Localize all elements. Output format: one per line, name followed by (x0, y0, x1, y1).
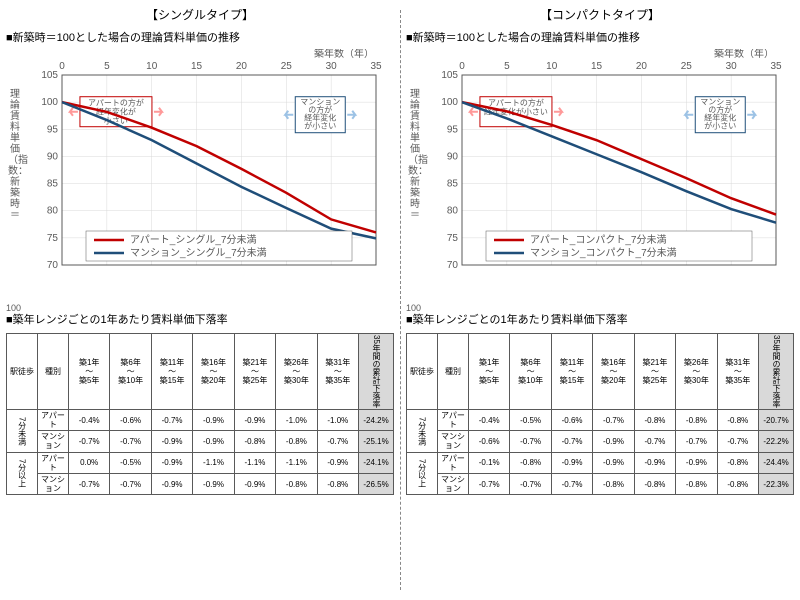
svg-text:35: 35 (770, 61, 782, 72)
svg-text:105: 105 (41, 70, 58, 81)
chart: 理論賃料単価（指数：新築時＝10070758085909510010505101… (34, 49, 394, 309)
svg-text:85: 85 (47, 179, 59, 190)
svg-text:80: 80 (47, 206, 59, 217)
svg-text:20: 20 (636, 61, 648, 72)
svg-text:75: 75 (447, 233, 459, 244)
svg-text:95: 95 (447, 124, 459, 135)
svg-text:90: 90 (447, 151, 459, 162)
svg-text:85: 85 (447, 179, 459, 190)
y-axis-label: 理論賃料単価（指数：新築時＝ (8, 89, 22, 221)
rate-table: 駅徒歩種別築1年～築5年築6年～築10年築11年～築15年築16年～築20年築2… (406, 333, 794, 495)
y-axis-label-100: 100 (406, 303, 421, 313)
svg-text:30: 30 (326, 61, 338, 72)
panel-title: 【シングルタイプ】 (6, 6, 394, 23)
table-title: ■築年レンジごとの1年あたり賃料単価下落率 (6, 311, 394, 327)
svg-text:0: 0 (59, 61, 65, 72)
svg-text:100: 100 (441, 97, 458, 108)
svg-text:15: 15 (591, 61, 603, 72)
svg-text:10: 10 (146, 61, 158, 72)
svg-text:25: 25 (281, 61, 293, 72)
svg-text:25: 25 (681, 61, 693, 72)
svg-text:10: 10 (546, 61, 558, 72)
svg-text:15: 15 (191, 61, 203, 72)
svg-text:90: 90 (47, 151, 59, 162)
table-title: ■築年レンジごとの1年あたり賃料単価下落率 (406, 311, 794, 327)
svg-text:築年数（年）: 築年数（年） (314, 49, 374, 60)
svg-text:が小さい: が小さい (704, 121, 736, 131)
svg-text:0: 0 (459, 61, 465, 72)
chart: 理論賃料単価（指数：新築時＝10070758085909510010505101… (434, 49, 794, 309)
svg-text:5: 5 (504, 61, 510, 72)
rate-table: 駅徒歩種別築1年～築5年築6年～築10年築11年～築15年築16年～築20年築2… (6, 333, 394, 495)
svg-text:100: 100 (41, 97, 58, 108)
svg-text:アパートの方が: アパートの方が (88, 98, 144, 108)
svg-text:30: 30 (726, 61, 738, 72)
panel-title: 【コンパクトタイプ】 (406, 6, 794, 23)
svg-text:マンション_シングル_7分未満: マンション_シングル_7分未満 (130, 246, 267, 259)
svg-text:95: 95 (47, 124, 59, 135)
chart-title: ■新築時＝100とした場合の理論賃料単価の推移 (6, 29, 394, 45)
svg-text:105: 105 (441, 70, 458, 81)
svg-text:築年数（年）: 築年数（年） (714, 49, 774, 60)
y-axis-label: 理論賃料単価（指数：新築時＝ (408, 89, 422, 221)
chart-svg: 70 75 80 85 90 95 100 1050 5 10 15 20 25 30 35築年数（年） アパ… (434, 49, 784, 307)
svg-text:が小さい: が小さい (304, 121, 336, 131)
chart-title: ■新築時＝100とした場合の理論賃料単価の推移 (406, 29, 794, 45)
svg-text:70: 70 (47, 260, 59, 271)
svg-text:70: 70 (447, 260, 459, 271)
chart-svg: 70 75 80 85 90 95 100 1050 5 10 15 20 25 30 35築年数（年） アパ… (34, 49, 384, 307)
svg-text:アパートの方が: アパートの方が (488, 98, 544, 108)
panel-0: 【シングルタイプ】 ■新築時＝100とした場合の理論賃料単価の推移理論賃料単価（指… (0, 0, 400, 600)
svg-text:35: 35 (370, 61, 382, 72)
svg-text:マンション_コンパクト_7分未満: マンション_コンパクト_7分未満 (530, 247, 677, 259)
y-axis-label-100: 100 (6, 303, 21, 313)
svg-text:20: 20 (236, 61, 248, 72)
svg-text:アパート_シングル_7分未満: アパート_シングル_7分未満 (130, 233, 257, 246)
svg-text:80: 80 (447, 206, 459, 217)
svg-text:アパート_コンパクト_7分未満: アパート_コンパクト_7分未満 (530, 234, 667, 246)
panel-1: 【コンパクトタイプ】 ■新築時＝100とした場合の理論賃料単価の推移理論賃料単価（… (400, 0, 800, 600)
svg-text:5: 5 (104, 61, 110, 72)
svg-text:75: 75 (47, 233, 59, 244)
